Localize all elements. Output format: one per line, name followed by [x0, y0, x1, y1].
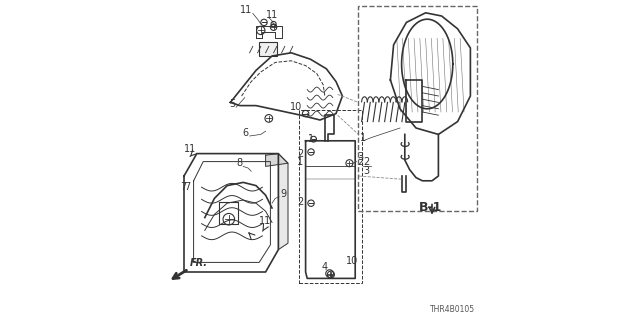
Text: 10: 10: [346, 256, 358, 266]
Text: 11: 11: [184, 144, 196, 154]
Text: FR.: FR.: [189, 258, 208, 268]
Bar: [259, 42, 277, 56]
Text: 2: 2: [297, 149, 303, 159]
Text: 3: 3: [364, 166, 370, 176]
Text: 6: 6: [243, 128, 249, 138]
Text: 1: 1: [360, 133, 366, 143]
Text: 11: 11: [259, 216, 271, 226]
Text: 10: 10: [290, 102, 302, 112]
Text: 2: 2: [297, 197, 303, 207]
Text: 2: 2: [364, 157, 370, 167]
Text: 3: 3: [357, 152, 364, 162]
Text: 5: 5: [229, 99, 236, 109]
Text: 11: 11: [240, 5, 252, 15]
Text: 7: 7: [180, 182, 186, 192]
Text: B-1: B-1: [419, 201, 442, 214]
Polygon shape: [278, 154, 288, 250]
Polygon shape: [266, 154, 288, 166]
Text: 2: 2: [357, 157, 364, 167]
Bar: [358, 6, 477, 211]
Text: 1: 1: [297, 157, 303, 167]
Text: 1: 1: [308, 134, 314, 144]
Text: THR4B0105: THR4B0105: [430, 305, 475, 314]
Text: 7: 7: [184, 182, 190, 192]
Text: 8: 8: [236, 158, 243, 168]
Bar: [300, 110, 362, 283]
Text: 4: 4: [322, 262, 328, 272]
Text: 11: 11: [266, 10, 278, 20]
Text: 9: 9: [280, 189, 286, 199]
